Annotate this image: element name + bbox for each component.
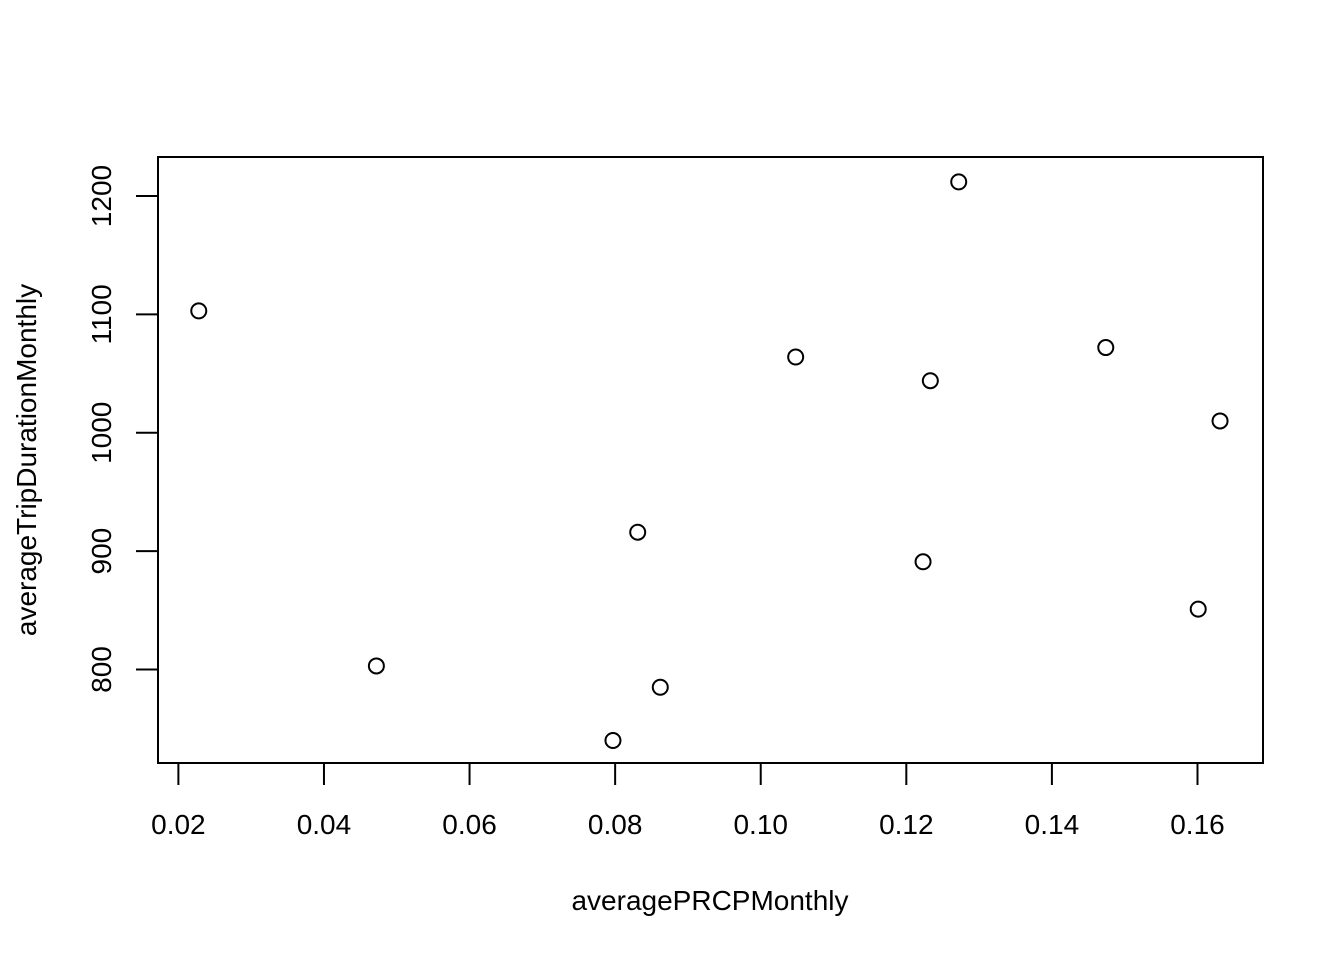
data-point (651, 678, 669, 696)
data-point (921, 372, 939, 390)
y-tick-label: 1200 (86, 165, 117, 227)
y-tick-label: 800 (86, 646, 117, 693)
x-tick-label: 0.02 (151, 809, 206, 840)
data-point (950, 173, 968, 191)
x-axis-title: averagePRCPMonthly (571, 885, 848, 916)
y-axis-title: averageTripDurationMonthly (11, 284, 42, 636)
data-point (787, 348, 805, 366)
data-point (1189, 600, 1207, 618)
x-tick-label: 0.16 (1170, 809, 1225, 840)
y-tick-label: 1100 (86, 284, 117, 344)
data-point (914, 553, 932, 571)
x-tick-label: 0.08 (588, 809, 643, 840)
x-axis: 0.02 0.04 0.06 0.08 0.10 0.12 0.14 0.16 (151, 762, 1225, 840)
data-point (367, 657, 385, 675)
y-axis: 800 900 1000 1100 1200 (86, 165, 159, 693)
x-tick-label: 0.12 (879, 809, 934, 840)
data-point (629, 523, 647, 541)
x-tick-label: 0.06 (442, 809, 497, 840)
data-points (190, 173, 1229, 750)
x-tick-label: 0.14 (1025, 809, 1080, 840)
data-point (1211, 412, 1229, 430)
plot-frame (157, 156, 1264, 764)
data-point (1097, 339, 1115, 357)
x-tick-label: 0.04 (297, 809, 352, 840)
data-point (190, 302, 208, 320)
data-point (604, 732, 622, 750)
y-tick-label: 900 (86, 528, 117, 575)
y-tick-label: 1000 (86, 402, 117, 464)
x-tick-label: 0.10 (733, 809, 788, 840)
